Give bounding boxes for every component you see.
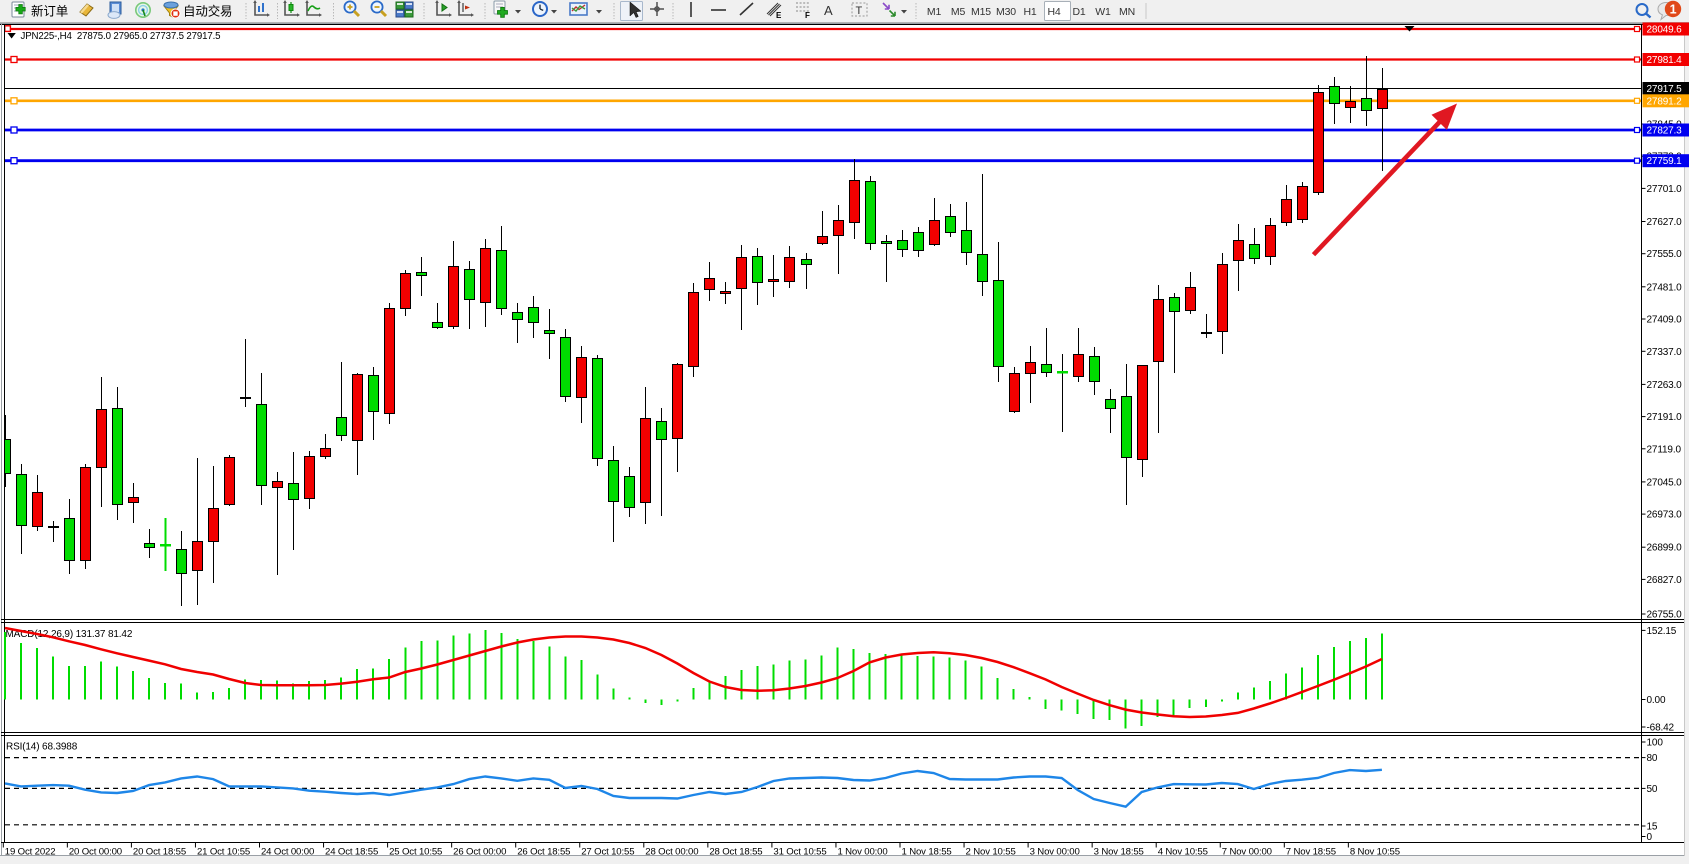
svg-text:新订单: 新订单 <box>31 4 68 19</box>
svg-text:7 Nov 00:00: 7 Nov 00:00 <box>1222 847 1272 858</box>
svg-text:2 Nov 10:55: 2 Nov 10:55 <box>966 847 1016 858</box>
svg-text:27759.1: 27759.1 <box>1647 156 1683 167</box>
svg-text:MACD(12,26,9) 131.37 81.42: MACD(12,26,9) 131.37 81.42 <box>6 629 133 640</box>
svg-text:24 Oct 18:55: 24 Oct 18:55 <box>325 847 378 858</box>
svg-text:M1: M1 <box>927 6 942 18</box>
svg-text:1 Nov 00:00: 1 Nov 00:00 <box>837 847 887 858</box>
svg-text:152.15: 152.15 <box>1647 626 1677 637</box>
svg-text:E: E <box>776 11 782 20</box>
svg-text:27891.2: 27891.2 <box>1647 96 1683 107</box>
svg-text:4 Nov 10:55: 4 Nov 10:55 <box>1158 847 1208 858</box>
svg-text:RSI(14) 68.3988: RSI(14) 68.3988 <box>6 742 78 753</box>
svg-text:27555.0: 27555.0 <box>1647 249 1683 260</box>
svg-text:27119.0: 27119.0 <box>1647 444 1682 455</box>
svg-text:27409.0: 27409.0 <box>1647 315 1683 326</box>
svg-text:27481.0: 27481.0 <box>1647 282 1683 293</box>
svg-text:W1: W1 <box>1095 6 1111 18</box>
svg-text:T: T <box>856 5 863 17</box>
svg-text:27701.0: 27701.0 <box>1647 184 1683 195</box>
svg-text:3 Nov 00:00: 3 Nov 00:00 <box>1030 847 1080 858</box>
svg-text:-68.42: -68.42 <box>1647 723 1675 734</box>
svg-text:27263.0: 27263.0 <box>1647 380 1683 391</box>
svg-text:26755.0: 26755.0 <box>1647 610 1683 621</box>
svg-text:8 Nov 10:55: 8 Nov 10:55 <box>1350 847 1400 858</box>
svg-text:3 Nov 18:55: 3 Nov 18:55 <box>1094 847 1144 858</box>
svg-text:27191.0: 27191.0 <box>1647 412 1683 423</box>
svg-text:JPN225-,H4 27875.0 27965.0 27: JPN225-,H4 27875.0 27965.0 27737.5 27917… <box>21 31 221 42</box>
svg-text:28049.6: 28049.6 <box>1647 25 1683 36</box>
svg-text:20 Oct 18:55: 20 Oct 18:55 <box>133 847 186 858</box>
svg-text:21 Oct 10:55: 21 Oct 10:55 <box>197 847 250 858</box>
svg-text:26899.0: 26899.0 <box>1647 543 1683 554</box>
svg-text:MN: MN <box>1119 6 1135 18</box>
svg-text:25 Oct 10:55: 25 Oct 10:55 <box>389 847 442 858</box>
svg-text:M5: M5 <box>951 6 966 18</box>
svg-text:80: 80 <box>1647 753 1658 764</box>
svg-text:D1: D1 <box>1072 6 1085 18</box>
svg-text:100: 100 <box>1647 738 1664 749</box>
svg-text:1 Nov 18:55: 1 Nov 18:55 <box>902 847 952 858</box>
svg-text:A: A <box>824 3 833 18</box>
svg-text:27337.0: 27337.0 <box>1647 347 1683 358</box>
svg-text:31 Oct 10:55: 31 Oct 10:55 <box>773 847 826 858</box>
svg-text:H1: H1 <box>1023 6 1036 18</box>
svg-text:自动交易: 自动交易 <box>183 4 232 19</box>
svg-text:1: 1 <box>1670 3 1677 17</box>
svg-text:M30: M30 <box>996 6 1016 18</box>
svg-text:M15: M15 <box>971 6 991 18</box>
svg-text:20 Oct 00:00: 20 Oct 00:00 <box>69 847 122 858</box>
svg-text:0.00: 0.00 <box>1647 695 1666 706</box>
svg-text:27 Oct 10:55: 27 Oct 10:55 <box>581 847 634 858</box>
svg-text:19 Oct 2022: 19 Oct 2022 <box>5 847 56 858</box>
svg-text:26 Oct 00:00: 26 Oct 00:00 <box>453 847 506 858</box>
svg-text:0: 0 <box>1647 832 1653 843</box>
svg-text:28 Oct 18:55: 28 Oct 18:55 <box>709 847 762 858</box>
svg-text:26973.0: 26973.0 <box>1647 510 1683 521</box>
svg-text:27627.0: 27627.0 <box>1647 217 1683 228</box>
svg-text:27045.0: 27045.0 <box>1647 477 1683 488</box>
svg-text:24 Oct 00:00: 24 Oct 00:00 <box>261 847 314 858</box>
svg-text:27827.3: 27827.3 <box>1647 126 1683 137</box>
svg-text:27917.5: 27917.5 <box>1647 84 1683 95</box>
svg-text:28 Oct 00:00: 28 Oct 00:00 <box>645 847 698 858</box>
svg-text:F: F <box>805 11 810 20</box>
svg-text:50: 50 <box>1647 784 1658 795</box>
svg-text:7 Nov 18:55: 7 Nov 18:55 <box>1286 847 1336 858</box>
svg-text:26827.0: 26827.0 <box>1647 575 1683 586</box>
svg-text:H4: H4 <box>1047 6 1060 18</box>
svg-text:15: 15 <box>1647 822 1658 833</box>
svg-text:26 Oct 18:55: 26 Oct 18:55 <box>517 847 570 858</box>
svg-text:27981.4: 27981.4 <box>1647 55 1683 66</box>
